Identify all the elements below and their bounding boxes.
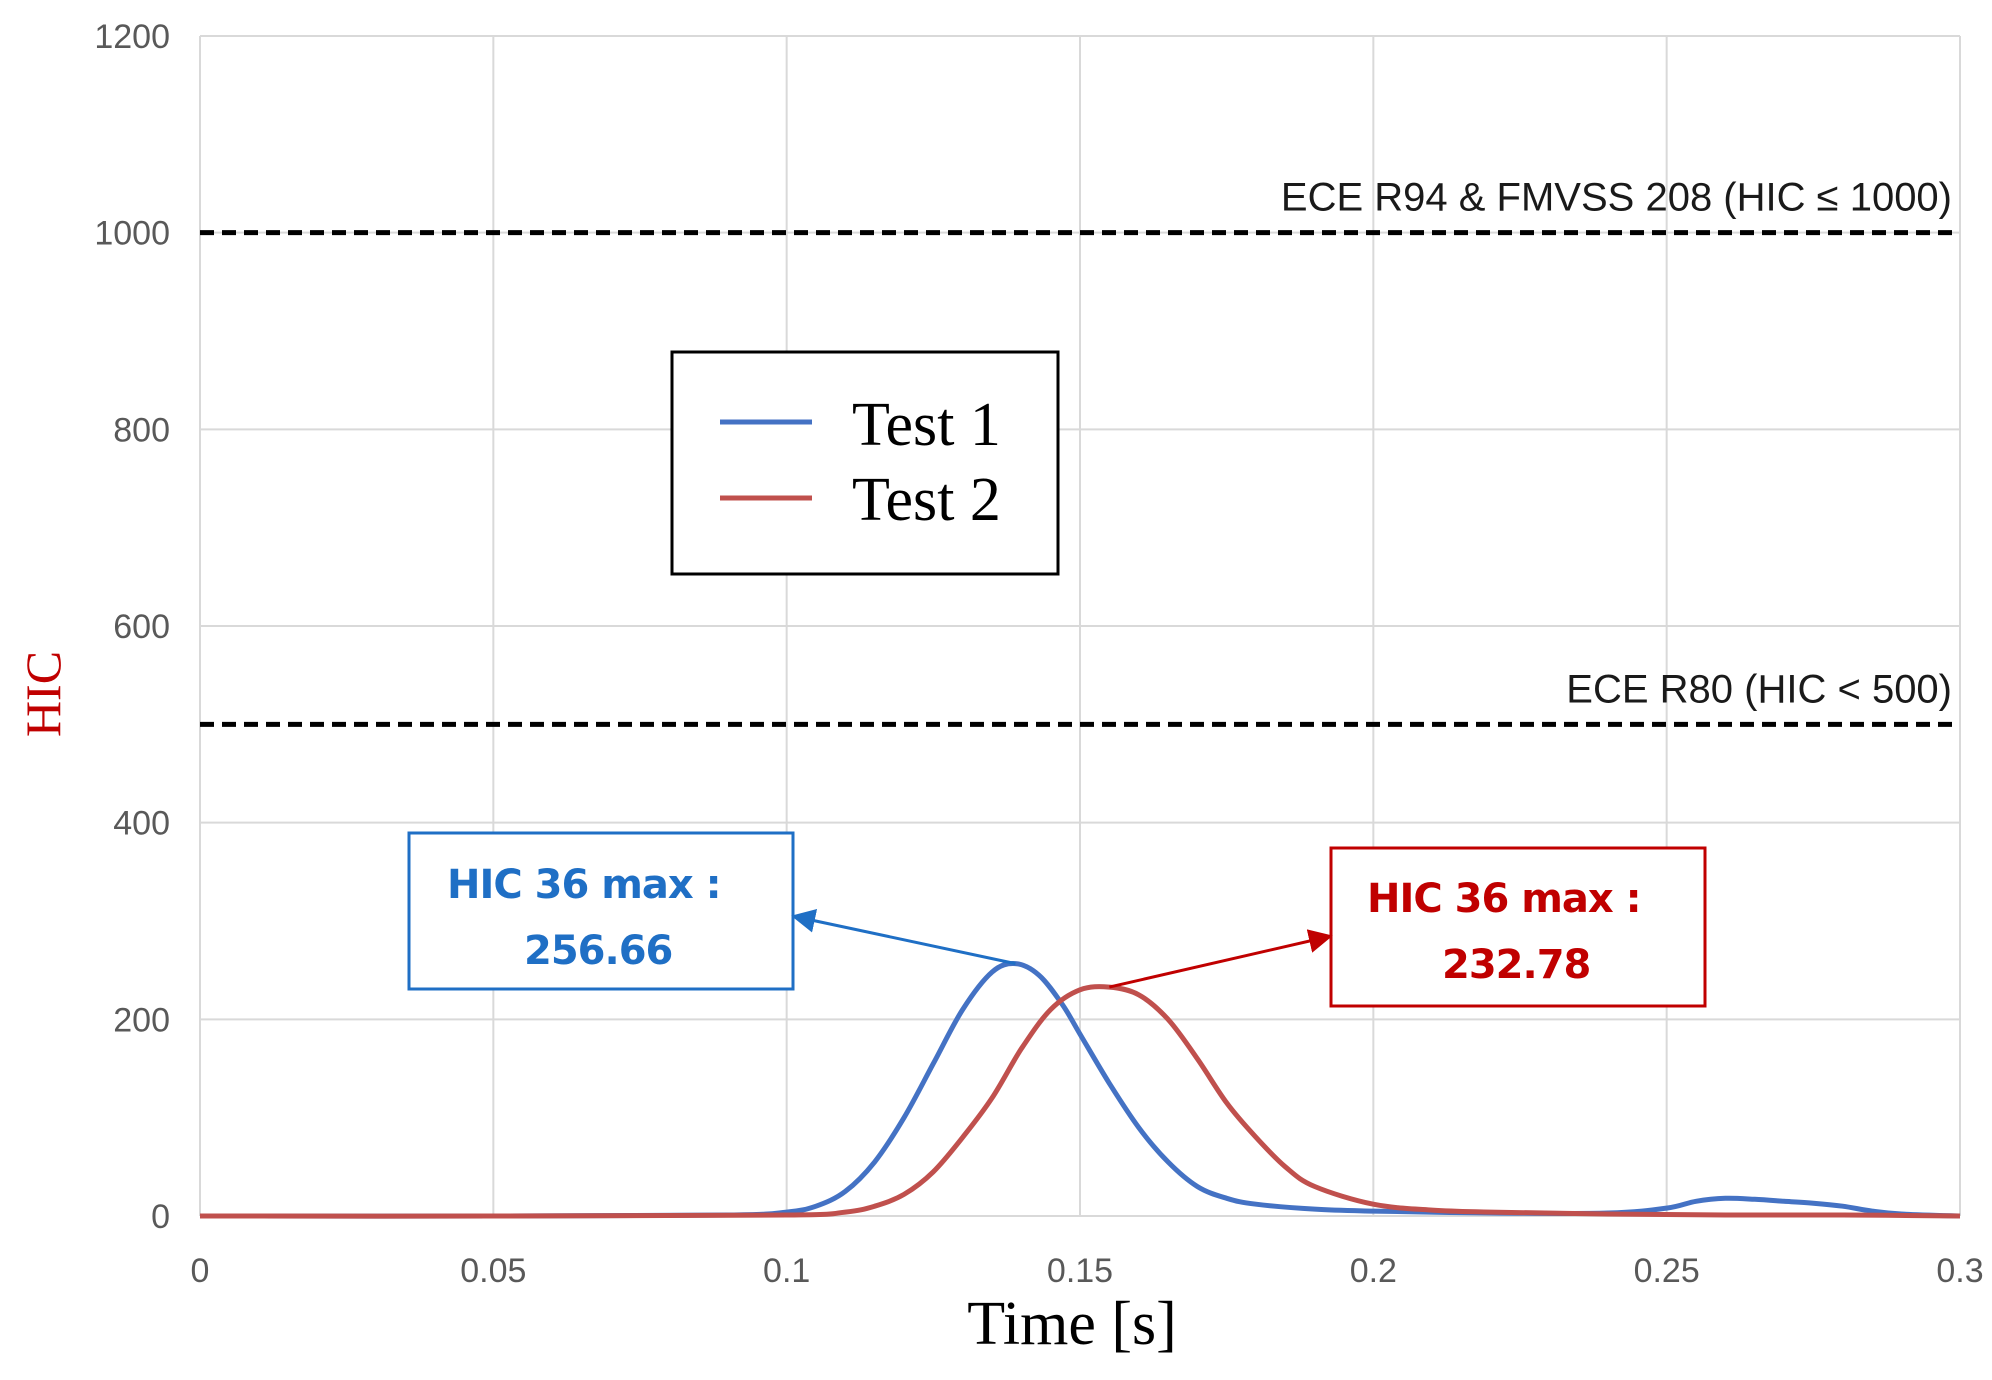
x-tick-label: 0.1 <box>763 1252 810 1290</box>
callout-arrows <box>791 909 1333 989</box>
reference-label-500: ECE R80 (HIC < 500) <box>1566 667 1952 711</box>
y-tick-label: 800 <box>113 411 170 449</box>
series-lines <box>199 961 1961 1219</box>
x-tick-label: 0 <box>191 1252 210 1290</box>
x-tick-label: 0.2 <box>1350 1252 1397 1290</box>
callout-value-test-1: 256.66 <box>524 928 672 974</box>
legend: Test 1 Test 2 <box>670 350 1060 576</box>
callout-box-test-2 <box>1329 846 1707 1008</box>
callout-title-test-2: HIC 36 max : <box>1367 876 1641 922</box>
callout-arrow-1 <box>791 909 1016 966</box>
x-tick-label: 0.3 <box>1936 1252 1983 1290</box>
x-axis-title: Time [s] <box>967 1290 1177 1358</box>
y-tick-label: 600 <box>113 608 170 646</box>
y-axis-title: HIC <box>15 651 71 737</box>
legend-label-test-1: Test 1 <box>852 391 1001 459</box>
series-line-test-2 <box>199 984 1961 1219</box>
x-tick-label: 0.15 <box>1047 1252 1113 1290</box>
y-tick-label: 1200 <box>94 18 170 56</box>
y-tick-label: 200 <box>113 1001 170 1039</box>
callout-value-test-2: 232.78 <box>1442 942 1590 988</box>
tick-labels: 0 200 400 600 800 1000 1200 0 0.05 0.1 0.15 0.2 0.25… <box>94 18 1983 1290</box>
callout-test-2: HIC 36 max : 232.78 <box>1329 846 1707 1008</box>
reference-label-1000: ECE R94 & FMVSS 208 (HIC ≤ 1000) <box>1281 176 1952 220</box>
legend-label-test-2: Test 2 <box>852 466 1001 534</box>
callout-test-1: HIC 36 max : 256.66 <box>407 831 795 991</box>
reference-lines: ECE R94 & FMVSS 208 (HIC ≤ 1000) ECE R80 … <box>200 176 1960 727</box>
callout-arrow-2 <box>1108 929 1333 989</box>
x-tick-label: 0.25 <box>1634 1252 1700 1290</box>
y-tick-label: 400 <box>113 805 170 843</box>
series-line-test-1 <box>199 961 1961 1219</box>
legend-box <box>670 350 1060 576</box>
callout-title-test-1: HIC 36 max : <box>447 862 721 908</box>
y-tick-label: 0 <box>151 1198 170 1236</box>
x-tick-label: 0.05 <box>460 1252 526 1290</box>
y-tick-label: 1000 <box>94 215 170 253</box>
